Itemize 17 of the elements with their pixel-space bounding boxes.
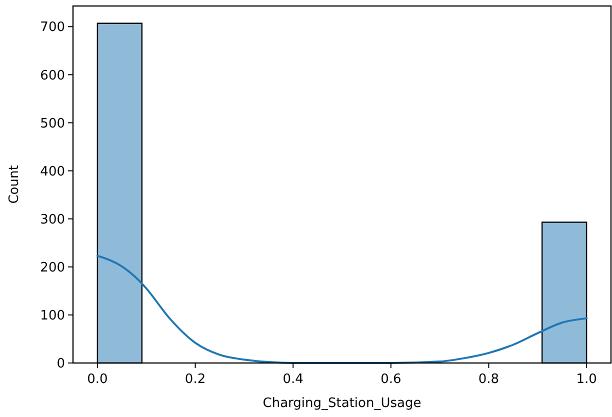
x-tick-label: 1.0 [576,372,597,387]
x-tick-label: 0.8 [478,372,500,387]
y-tick-label: 300 [40,212,65,228]
line-series [96,254,588,364]
y-tick-label: 0 [56,356,65,372]
x-tick-label: 0.2 [184,372,206,387]
x-tick-label: 0.6 [380,372,402,387]
y-tick-label: 600 [40,68,65,84]
y-axis-title: Count [7,165,22,204]
y-tick-label: 100 [40,308,65,324]
y-tick-label: 400 [40,164,65,180]
y-tick-label: 200 [40,260,65,276]
x-tick-label: 0.0 [87,372,108,387]
x-axis-title: Charging_Station_Usage [262,396,422,411]
y-tick-label: 700 [40,20,65,36]
x-tick-label: 0.4 [282,372,304,387]
y-tick-label: 500 [40,116,65,132]
